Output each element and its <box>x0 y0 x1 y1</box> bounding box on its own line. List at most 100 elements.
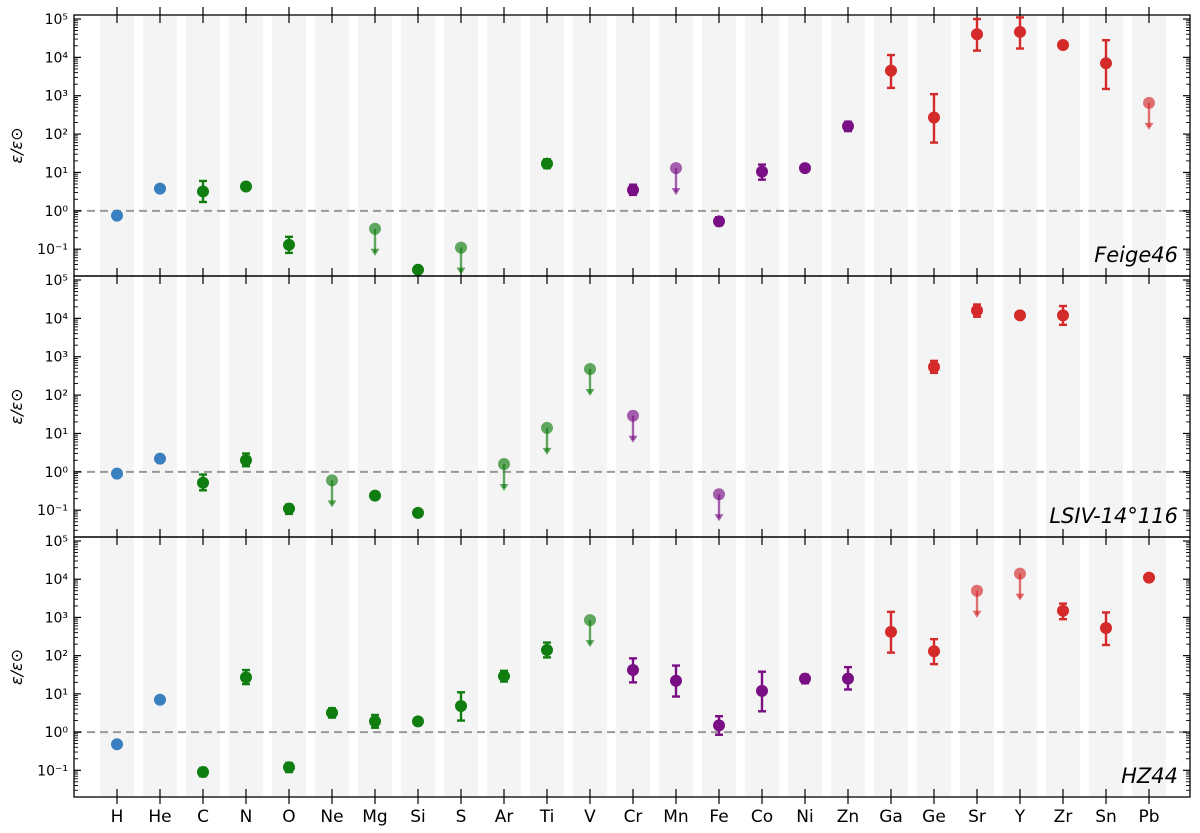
data-point-He <box>154 693 166 706</box>
data-point-Co <box>756 684 768 697</box>
element-band <box>530 16 564 275</box>
y-tick-label: 10¹ <box>45 687 68 703</box>
element-band <box>358 538 392 796</box>
element-band <box>1132 277 1166 536</box>
upper-limit-arrowhead <box>542 447 552 455</box>
data-point-C <box>197 476 209 489</box>
element-band <box>487 538 521 796</box>
element-band <box>401 16 435 275</box>
data-point-Ge <box>928 111 940 124</box>
y-tick-label: 10⁻¹ <box>37 503 68 519</box>
y-tick-label: 10⁻¹ <box>37 763 68 779</box>
element-band <box>487 277 521 536</box>
element-band <box>960 277 994 536</box>
data-point-Ga <box>885 625 897 638</box>
data-point-Fe <box>713 488 725 501</box>
data-point-C <box>197 185 209 198</box>
upper-limit-arrowhead <box>585 640 595 648</box>
y-axis-label: ε/ε⊙ <box>7 127 26 163</box>
data-point-Ga <box>885 64 897 77</box>
data-point-Y <box>1014 25 1026 38</box>
element-band <box>702 538 736 796</box>
data-point-Mn <box>670 674 682 687</box>
data-point-V <box>584 614 596 627</box>
upper-limit-arrowhead <box>628 435 638 443</box>
element-band <box>444 277 478 536</box>
data-point-Y <box>1014 567 1026 580</box>
data-point-He <box>154 452 166 465</box>
y-tick-label: 10² <box>45 388 68 404</box>
element-band <box>100 16 134 275</box>
element-band <box>315 538 349 796</box>
element-band <box>831 277 865 536</box>
data-point-Sr <box>971 584 983 597</box>
data-point-Zr <box>1057 604 1069 617</box>
x-tick-label-S: S <box>456 807 467 827</box>
element-band <box>186 16 220 275</box>
data-point-Sr <box>971 28 983 41</box>
element-band <box>229 538 263 796</box>
element-band <box>444 16 478 275</box>
data-point-Co <box>756 165 768 178</box>
y-tick-label: 10² <box>45 649 68 665</box>
element-band <box>1089 277 1123 536</box>
element-band <box>229 277 263 536</box>
element-band <box>616 277 650 536</box>
x-tick-label-Ge: Ge <box>922 807 946 827</box>
data-point-H <box>111 738 123 751</box>
data-point-Ne <box>326 474 338 487</box>
data-point-Ge <box>928 645 940 658</box>
x-tick-label-Ni: Ni <box>796 807 813 827</box>
data-point-Zn <box>842 672 854 685</box>
upper-limit-arrowhead <box>972 610 982 618</box>
element-band <box>229 16 263 275</box>
element-band <box>401 277 435 536</box>
y-tick-label: 10¹ <box>45 426 68 442</box>
data-point-Cr <box>627 664 639 677</box>
element-band <box>530 538 564 796</box>
data-point-Fe <box>713 215 725 228</box>
element-band <box>1003 16 1037 275</box>
data-point-N <box>240 180 252 193</box>
data-point-Ti <box>541 644 553 657</box>
x-tick-label-Ne: Ne <box>320 807 343 827</box>
y-tick-label: 10⁻¹ <box>37 242 68 258</box>
data-point-Mg <box>369 489 381 502</box>
upper-limit-arrowhead <box>327 500 337 508</box>
element-band <box>960 16 994 275</box>
upper-limit-arrowhead <box>456 267 466 275</box>
panel-frame <box>73 536 1191 798</box>
element-band <box>616 16 650 275</box>
data-point-H <box>111 467 123 480</box>
x-tick-label-Cr: Cr <box>624 807 643 827</box>
x-tick-label-Co: Co <box>751 807 773 827</box>
data-point-Zr <box>1057 309 1069 322</box>
x-tick-label-C: C <box>197 807 209 827</box>
element-band <box>100 277 134 536</box>
y-tick-label: 10³ <box>45 350 68 366</box>
x-tick-label-Zr: Zr <box>1054 807 1073 827</box>
x-tick-label-Zn: Zn <box>837 807 859 827</box>
data-point-Sn <box>1100 621 1112 634</box>
element-band <box>143 277 177 536</box>
data-point-Mn <box>670 162 682 175</box>
upper-limit-arrowhead <box>1144 122 1154 130</box>
data-point-Ti <box>541 157 553 170</box>
upper-limit-arrowhead <box>714 514 724 522</box>
element-band <box>960 538 994 796</box>
element-band <box>272 277 306 536</box>
element-band <box>1046 538 1080 796</box>
data-point-Y <box>1014 309 1026 322</box>
x-tick-label-He: He <box>148 807 171 827</box>
element-band <box>917 277 951 536</box>
data-point-O <box>283 502 295 515</box>
data-point-He <box>154 182 166 195</box>
element-band <box>186 538 220 796</box>
element-band <box>917 538 951 796</box>
upper-limit-arrowhead <box>1015 593 1025 601</box>
data-point-Zn <box>842 120 854 133</box>
x-tick-label-Sn: Sn <box>1095 807 1117 827</box>
data-point-Si <box>412 506 424 519</box>
x-tick-label-Ti: Ti <box>539 807 555 827</box>
